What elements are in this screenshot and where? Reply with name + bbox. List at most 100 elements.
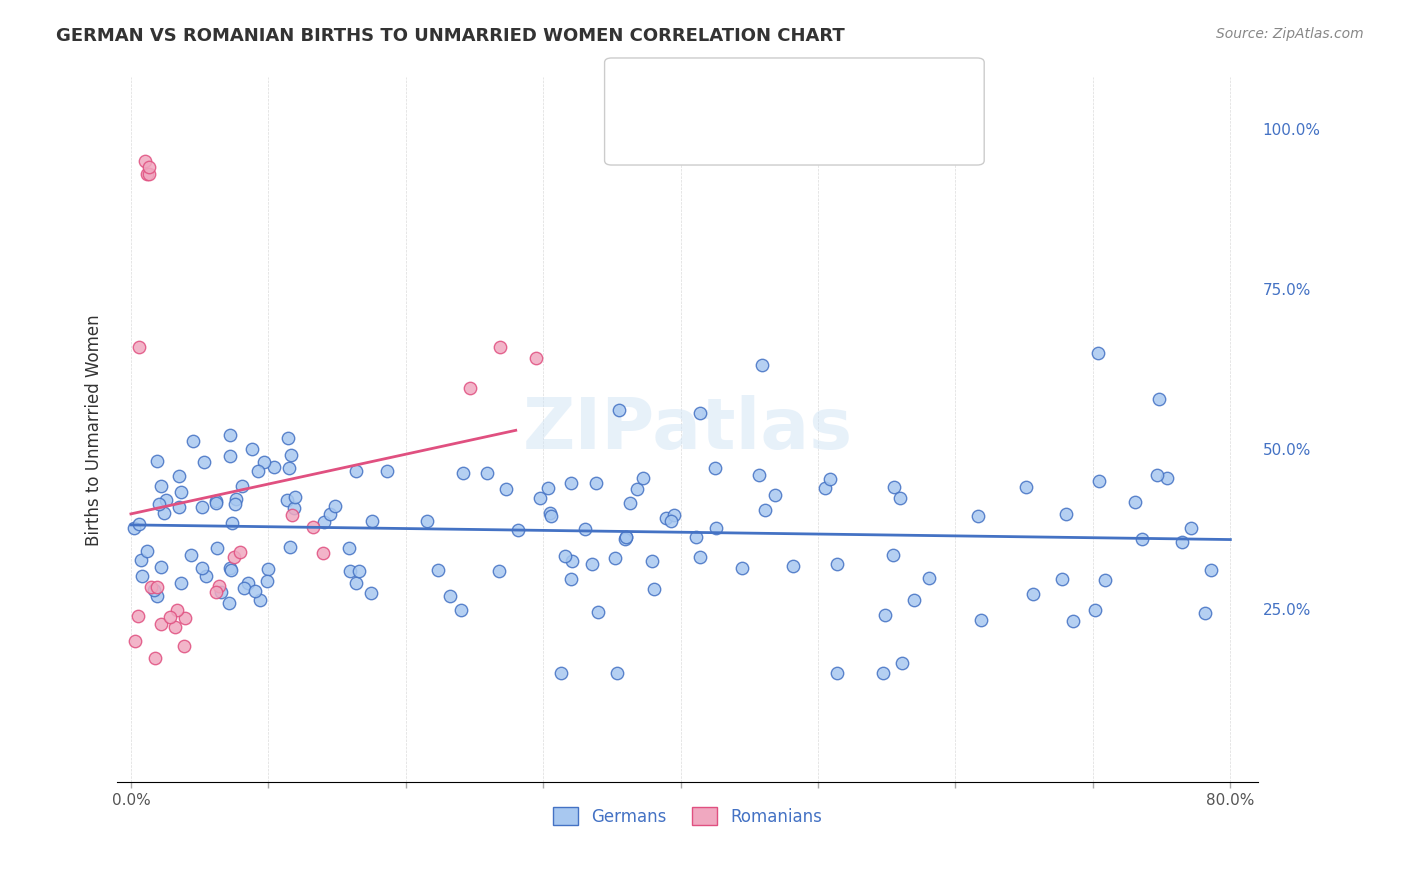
Point [337, 541, 360, 555]
Point [127, 608, 149, 623]
Point [704, 521, 727, 535]
Point [1087, 475, 1109, 489]
Point [221, 516, 243, 530]
Point [655, 511, 678, 525]
Point [344, 576, 367, 591]
Point [1156, 471, 1178, 485]
Point [1062, 614, 1084, 628]
Point [685, 531, 707, 545]
Point [614, 530, 637, 544]
Point [280, 508, 302, 523]
Point [136, 167, 159, 181]
Point [170, 485, 193, 500]
Point [918, 571, 941, 585]
Point [903, 592, 925, 607]
Point [173, 639, 195, 653]
Point [751, 358, 773, 372]
Point [550, 666, 572, 681]
Point [145, 589, 167, 603]
Point [145, 580, 167, 594]
Point [280, 448, 302, 462]
Point [1094, 574, 1116, 588]
Point [277, 461, 299, 475]
Point [180, 548, 202, 562]
Point [626, 482, 648, 496]
Point [361, 514, 384, 528]
Point [763, 488, 786, 502]
Text: GERMAN VS ROMANIAN BIRTHS TO UNMARRIED WOMEN CORRELATION CHART: GERMAN VS ROMANIAN BIRTHS TO UNMARRIED W… [56, 27, 845, 45]
Point [278, 540, 301, 554]
Point [249, 592, 271, 607]
Point [138, 160, 160, 174]
Point [1054, 507, 1077, 521]
Point [219, 563, 242, 577]
Point [540, 508, 562, 523]
Point [193, 455, 215, 469]
Point [873, 607, 896, 622]
Point [218, 428, 240, 442]
Point [236, 576, 259, 591]
Point [1123, 495, 1146, 509]
Point [166, 603, 188, 617]
Point [191, 500, 214, 515]
Point [134, 153, 156, 168]
Point [205, 496, 228, 510]
Point [703, 461, 725, 475]
Point [416, 514, 439, 528]
Point [450, 603, 472, 617]
Point [142, 582, 165, 597]
Point [205, 585, 228, 599]
Point [159, 609, 181, 624]
Point [170, 576, 193, 591]
Text: Source: ZipAtlas.com: Source: ZipAtlas.com [1216, 27, 1364, 41]
Point [1147, 392, 1170, 406]
Point [664, 508, 686, 523]
Point [825, 666, 848, 681]
Point [524, 351, 547, 365]
Point [128, 340, 150, 354]
Point [319, 508, 342, 522]
Point [883, 480, 905, 494]
Point [560, 572, 582, 586]
Point [277, 431, 299, 445]
Point [969, 613, 991, 627]
Point [224, 497, 246, 511]
Point [889, 491, 911, 506]
Point [153, 506, 176, 520]
Point [143, 651, 166, 665]
Point [229, 545, 252, 559]
Point [253, 455, 276, 469]
Point [731, 561, 754, 575]
Point [195, 569, 218, 583]
Point [616, 530, 638, 544]
Point [1052, 572, 1074, 586]
Point [661, 514, 683, 528]
Point [537, 481, 560, 495]
Point [451, 466, 474, 480]
Point [312, 546, 335, 560]
Point [581, 557, 603, 571]
Point [585, 475, 607, 490]
Point [191, 561, 214, 575]
Point [967, 508, 990, 523]
Point [631, 471, 654, 485]
Point [588, 606, 610, 620]
Point [302, 520, 325, 534]
Point [560, 475, 582, 490]
Point [155, 493, 177, 508]
Point [891, 657, 914, 671]
Point [224, 491, 246, 506]
Point [1199, 563, 1222, 577]
Point [561, 554, 583, 568]
Point [574, 522, 596, 536]
Point [276, 493, 298, 508]
Point [818, 472, 841, 486]
Point [375, 464, 398, 478]
Point [124, 521, 146, 535]
Point [149, 479, 172, 493]
Point [245, 584, 267, 599]
Point [181, 434, 204, 448]
Point [782, 559, 804, 574]
Point [619, 496, 641, 510]
Point [606, 666, 628, 681]
